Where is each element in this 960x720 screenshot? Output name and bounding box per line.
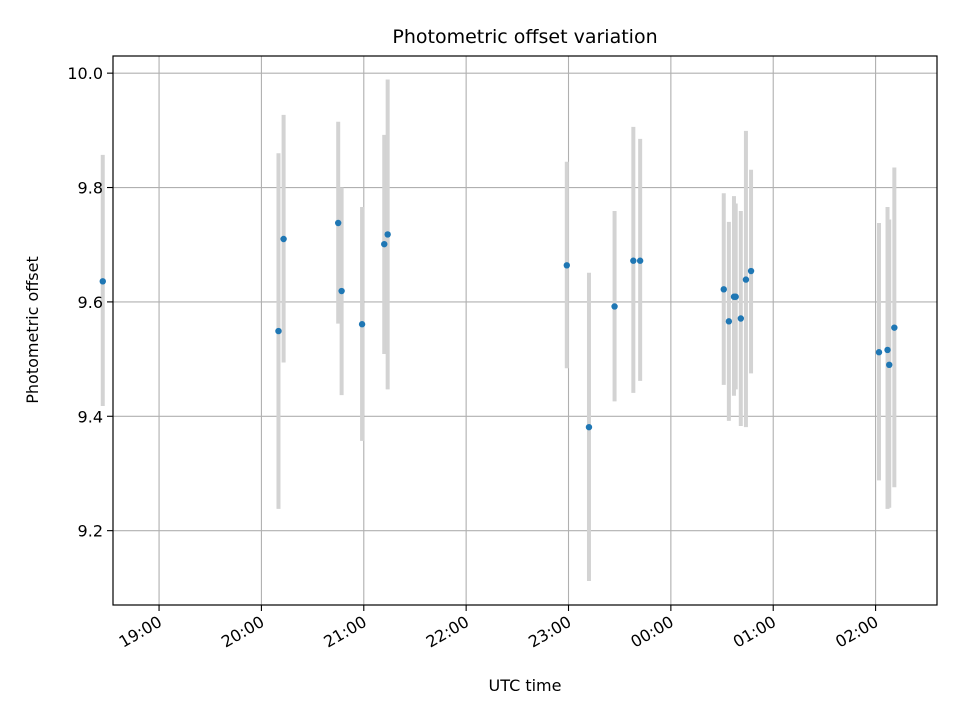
data-point (384, 231, 391, 238)
data-point (381, 240, 388, 248)
data-point (334, 219, 342, 227)
y-tick-label: 9.4 (78, 407, 103, 426)
data-point (732, 293, 739, 300)
chart-title: Photometric offset variation (392, 26, 657, 48)
data-point (875, 349, 883, 356)
data-point (280, 235, 287, 243)
data-point (275, 327, 282, 335)
data-point (737, 315, 745, 322)
data-point (630, 257, 637, 264)
data-point (720, 286, 727, 293)
data-point (358, 321, 366, 328)
y-tick-label: 10.0 (67, 64, 103, 83)
data-points (99, 219, 898, 431)
data-point (725, 318, 733, 325)
y-tick-label: 9.2 (78, 522, 103, 541)
data-point (563, 262, 570, 269)
data-point (585, 423, 593, 431)
data-point (747, 267, 755, 275)
y-tick-label: 9.6 (78, 293, 103, 312)
data-point (884, 346, 891, 354)
plot-frame (112, 55, 938, 606)
data-point (886, 361, 893, 369)
y-tick-label: 9.8 (78, 179, 103, 198)
x-axis-label: UTC time (489, 676, 562, 695)
y-axis-label: Photometric offset (23, 256, 42, 404)
data-point (99, 278, 106, 285)
data-point (611, 303, 618, 310)
data-point (338, 287, 345, 295)
data-point (891, 324, 898, 331)
data-point (742, 276, 750, 283)
data-point (636, 257, 644, 264)
